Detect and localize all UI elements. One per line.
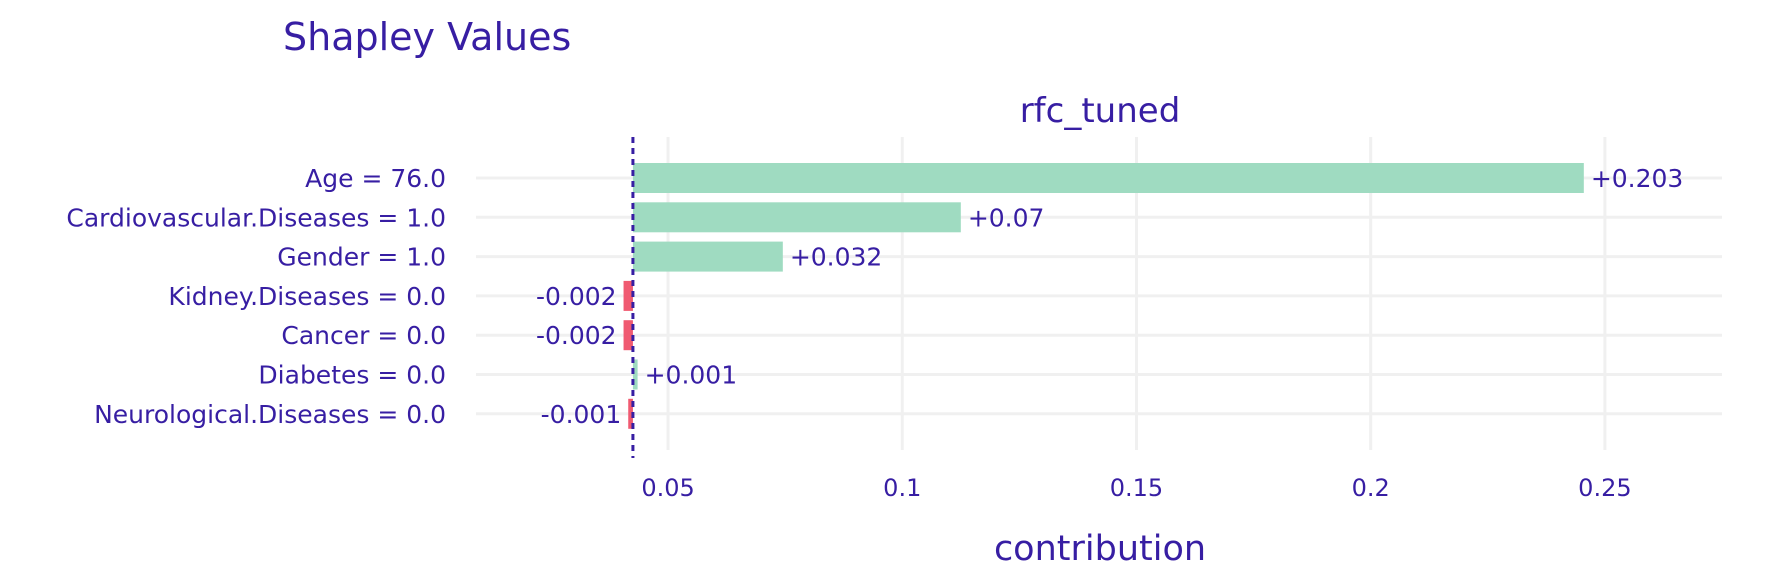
data-label: -0.002 — [536, 321, 617, 350]
x-axis-ticks: 0.05 0.1 0.15 0.2 0.25 — [641, 474, 1631, 502]
x-tick-label: 0.25 — [1578, 474, 1631, 502]
y-tick-label: Cancer = 0.0 — [281, 321, 446, 350]
y-axis-labels: Age = 76.0 Cardiovascular.Diseases = 1.0 G… — [66, 164, 446, 429]
bar — [623, 280, 633, 311]
data-label: +0.001 — [645, 361, 738, 390]
x-axis-label: contribution — [994, 529, 1206, 569]
bar — [632, 202, 961, 233]
x-tick-label: 0.05 — [641, 474, 694, 502]
data-labels: +0.203 +0.07 +0.032 -0.002 -0.002 +0.001 -0.00… — [536, 164, 1683, 429]
chart-title: Shapley Values — [283, 15, 571, 59]
data-label: -0.002 — [536, 282, 617, 311]
bar — [623, 320, 633, 351]
y-tick-label: Cardiovascular.Diseases = 1.0 — [66, 203, 446, 232]
y-tick-label: Age = 76.0 — [305, 164, 446, 193]
data-label: +0.07 — [968, 203, 1045, 232]
data-label: -0.001 — [541, 400, 622, 429]
data-label: +0.032 — [790, 243, 883, 272]
x-tick-label: 0.1 — [883, 474, 921, 502]
x-tick-label: 0.15 — [1110, 474, 1163, 502]
data-label: +0.203 — [1591, 164, 1684, 193]
bar — [632, 241, 783, 272]
bar — [632, 163, 1584, 193]
y-tick-label: Gender = 1.0 — [277, 243, 446, 272]
bar — [632, 359, 638, 390]
y-tick-label: Neurological.Diseases = 0.0 — [94, 400, 446, 429]
bars-layer — [623, 163, 1584, 429]
x-tick-label: 0.2 — [1352, 474, 1390, 502]
y-tick-label: Diabetes = 0.0 — [258, 361, 446, 390]
bar — [628, 398, 633, 429]
y-tick-label: Kidney.Diseases = 0.0 — [168, 282, 446, 311]
chart-subtitle: rfc_tuned — [1020, 91, 1181, 131]
